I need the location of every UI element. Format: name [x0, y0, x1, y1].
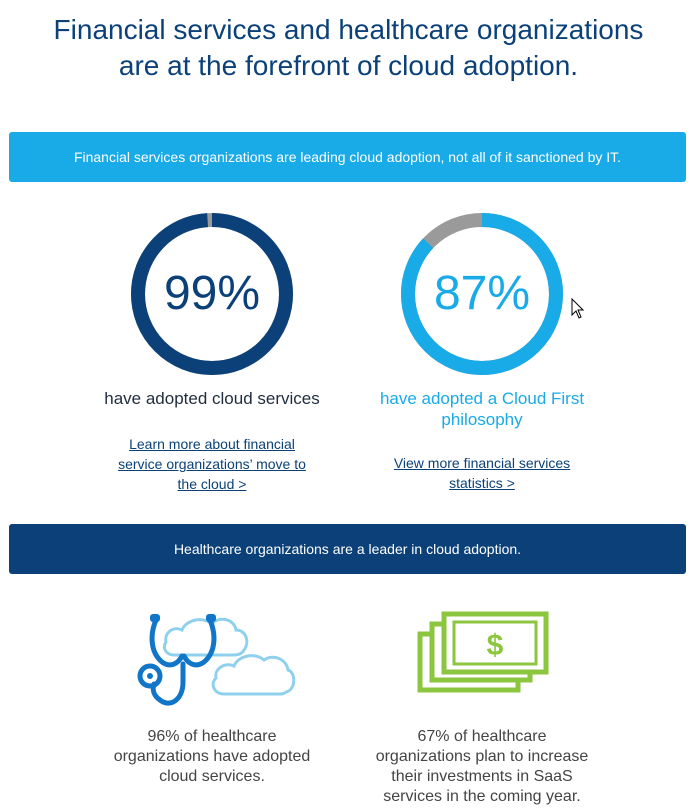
cloud-adoption-donut: 99% — [130, 212, 294, 376]
stethoscope-cloud-icon — [126, 600, 296, 718]
link-line-3: the cloud > — [177, 476, 247, 492]
stat-caption-cloud-first: have adopted a Cloud First philosophy — [352, 388, 612, 430]
percent-label-99: 99% — [163, 267, 261, 320]
donut-arc-87 — [401, 213, 563, 375]
cloud-first-donut: 87% — [400, 212, 564, 376]
link-line-2: service organizations’ move to — [118, 456, 306, 472]
learn-more-financial-link[interactable]: Learn more about financial service organ… — [102, 434, 322, 494]
hc-line-3: cloud services. — [159, 768, 265, 785]
title-line-1: Financial services and healthcare organi… — [53, 14, 644, 45]
caption-line-2: philosophy — [441, 410, 523, 429]
healthcare-banner: Healthcare organizations are a leader in… — [9, 524, 686, 574]
healthcare-stat-adopted: 96% of healthcare organizations have ado… — [80, 727, 344, 787]
page-title: Financial services and healthcare organi… — [0, 12, 697, 84]
hc-line-1: 67% of healthcare — [417, 728, 547, 745]
healthcare-stat-saas-investment: 67% of healthcare organizations plan to … — [350, 727, 614, 807]
view-financial-statistics-link[interactable]: View more financial services statistics … — [372, 453, 592, 493]
hc-line-4: services in the coming year. — [383, 788, 581, 805]
stat-caption-cloud-services: have adopted cloud services — [104, 389, 320, 408]
mouse-cursor-icon — [571, 297, 585, 320]
hc-line-3: their investments in SaaS — [391, 768, 573, 785]
donut-chart-87 — [401, 213, 563, 375]
svg-text:$: $ — [487, 629, 504, 662]
donut-arc-99 — [131, 213, 293, 375]
link-line-2: statistics > — [449, 475, 515, 491]
financial-banner: Financial services organizations are lea… — [9, 132, 686, 182]
hc-line-2: organizations have adopted — [113, 748, 311, 765]
link-line-1: View more financial services — [393, 455, 571, 471]
title-line-2: are at the forefront of cloud adoption. — [118, 50, 579, 81]
link-line-1: Learn more about financial — [129, 436, 295, 452]
donut-chart-99 — [131, 213, 293, 375]
hc-line-2: organizations plan to increase — [375, 748, 589, 765]
caption-line-1: have adopted a Cloud First — [379, 389, 585, 408]
money-stack-icon: $ — [414, 610, 554, 700]
hc-line-1: 96% of healthcare — [147, 728, 277, 745]
percent-label-87: 87% — [433, 267, 531, 320]
